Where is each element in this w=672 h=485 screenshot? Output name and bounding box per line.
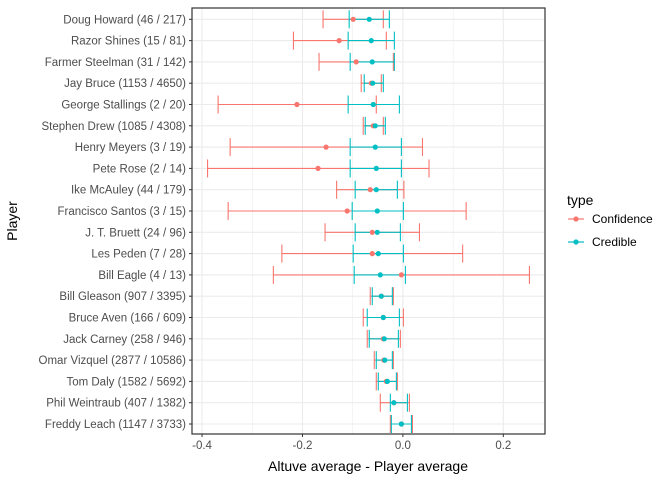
- credible-point: [370, 80, 376, 86]
- confidence-point: [294, 101, 300, 108]
- credible-point: [372, 123, 378, 129]
- confidence-point: [350, 16, 356, 22]
- y-tick-label: Bill Gleason (907 / 3395): [59, 291, 186, 303]
- x-axis: -0.4 -0.2 0.0 0.2: [192, 434, 511, 452]
- marks: [207, 10, 530, 433]
- confidence-point: [367, 187, 373, 193]
- y-tick-label: Jack Carney (258 / 946): [63, 334, 186, 346]
- credible-point: [398, 421, 404, 427]
- y-axis: Doug Howard (46 / 217) Razor Shines (15 /…: [39, 14, 192, 431]
- y-axis-label: Player: [4, 201, 20, 241]
- grid: [192, 8, 545, 434]
- legend-label-credible: Credible: [592, 235, 637, 249]
- credible-point: [391, 400, 397, 406]
- x-tick-label: -0.2: [293, 440, 313, 452]
- y-tick-label: Les Peden (7 / 28): [91, 249, 186, 261]
- x-axis-label: Altuve average - Player average: [268, 458, 468, 474]
- confidence-point: [369, 251, 375, 257]
- credible-point: [384, 378, 390, 384]
- confidence-point: [398, 272, 404, 278]
- confidence-point: [315, 165, 321, 171]
- credible-point: [373, 187, 379, 193]
- credible-point: [372, 144, 378, 150]
- credible-point: [381, 336, 387, 342]
- credible-point: [377, 272, 383, 278]
- x-tick-label: -0.4: [192, 440, 212, 452]
- legend-key-credible: [573, 239, 579, 245]
- credible-point: [366, 16, 372, 22]
- confidence-point: [369, 229, 375, 235]
- legend-label-confidence: Confidence: [592, 212, 653, 226]
- confidence-point: [323, 144, 329, 150]
- y-tick-label: Pete Rose (2 / 14): [93, 163, 186, 175]
- x-tick-label: 0.0: [395, 440, 411, 452]
- credible-point: [380, 314, 386, 321]
- credible-point: [375, 251, 381, 257]
- x-tick-label: 0.2: [495, 440, 511, 452]
- y-tick-label: Farmer Steelman (31 / 142): [45, 57, 186, 69]
- confidence-point: [336, 38, 342, 44]
- y-tick-label: Phil Weintraub (407 / 1382): [46, 398, 186, 410]
- y-tick-label: Ike McAuley (44 / 179): [71, 185, 186, 197]
- y-tick-label: Henry Meyers (3 / 19): [75, 142, 186, 154]
- y-tick-label: Omar Vizquel (2877 / 10586): [39, 355, 187, 367]
- credible-point: [374, 208, 380, 214]
- credible-point: [374, 229, 380, 235]
- confidence-point: [344, 208, 350, 214]
- legend-entry-credible: Credible: [568, 235, 637, 249]
- y-tick-label: J. T. Bruett (24 / 96): [85, 227, 186, 239]
- legend-title: type: [567, 192, 594, 208]
- y-tick-label: Freddy Leach (1147 / 3733): [45, 419, 186, 431]
- y-tick-label: Stephen Drew (1085 / 4308): [42, 121, 187, 133]
- y-tick-label: Bill Eagle (4 / 13): [98, 270, 186, 282]
- credible-point: [373, 165, 379, 171]
- credible-point: [368, 38, 374, 44]
- plot-panel: [191, 7, 546, 435]
- legend: type Confidence Credible: [567, 192, 653, 249]
- credible-point: [382, 357, 388, 363]
- panel-background: [192, 8, 545, 434]
- y-tick-label: Razor Shines (15 / 81): [71, 36, 186, 48]
- confidence-point: [353, 59, 359, 65]
- credible-point: [378, 293, 384, 299]
- legend-key-confidence: [573, 216, 579, 222]
- credible-point: [370, 101, 376, 108]
- y-tick-label: Jay Bruce (1153 / 4650): [64, 78, 186, 90]
- credible-point: [369, 59, 375, 65]
- y-tick-label: Tom Daly (1582 / 5692): [66, 376, 186, 388]
- y-tick-label: Francisco Santos (3 / 15): [58, 206, 187, 218]
- y-tick-label: Bruce Aven (166 / 609): [69, 313, 187, 325]
- legend-entry-confidence: Confidence: [568, 212, 653, 226]
- y-tick-label: Doug Howard (46 / 217): [63, 14, 186, 26]
- y-tick-label: George Stallings (2 / 20): [61, 100, 186, 112]
